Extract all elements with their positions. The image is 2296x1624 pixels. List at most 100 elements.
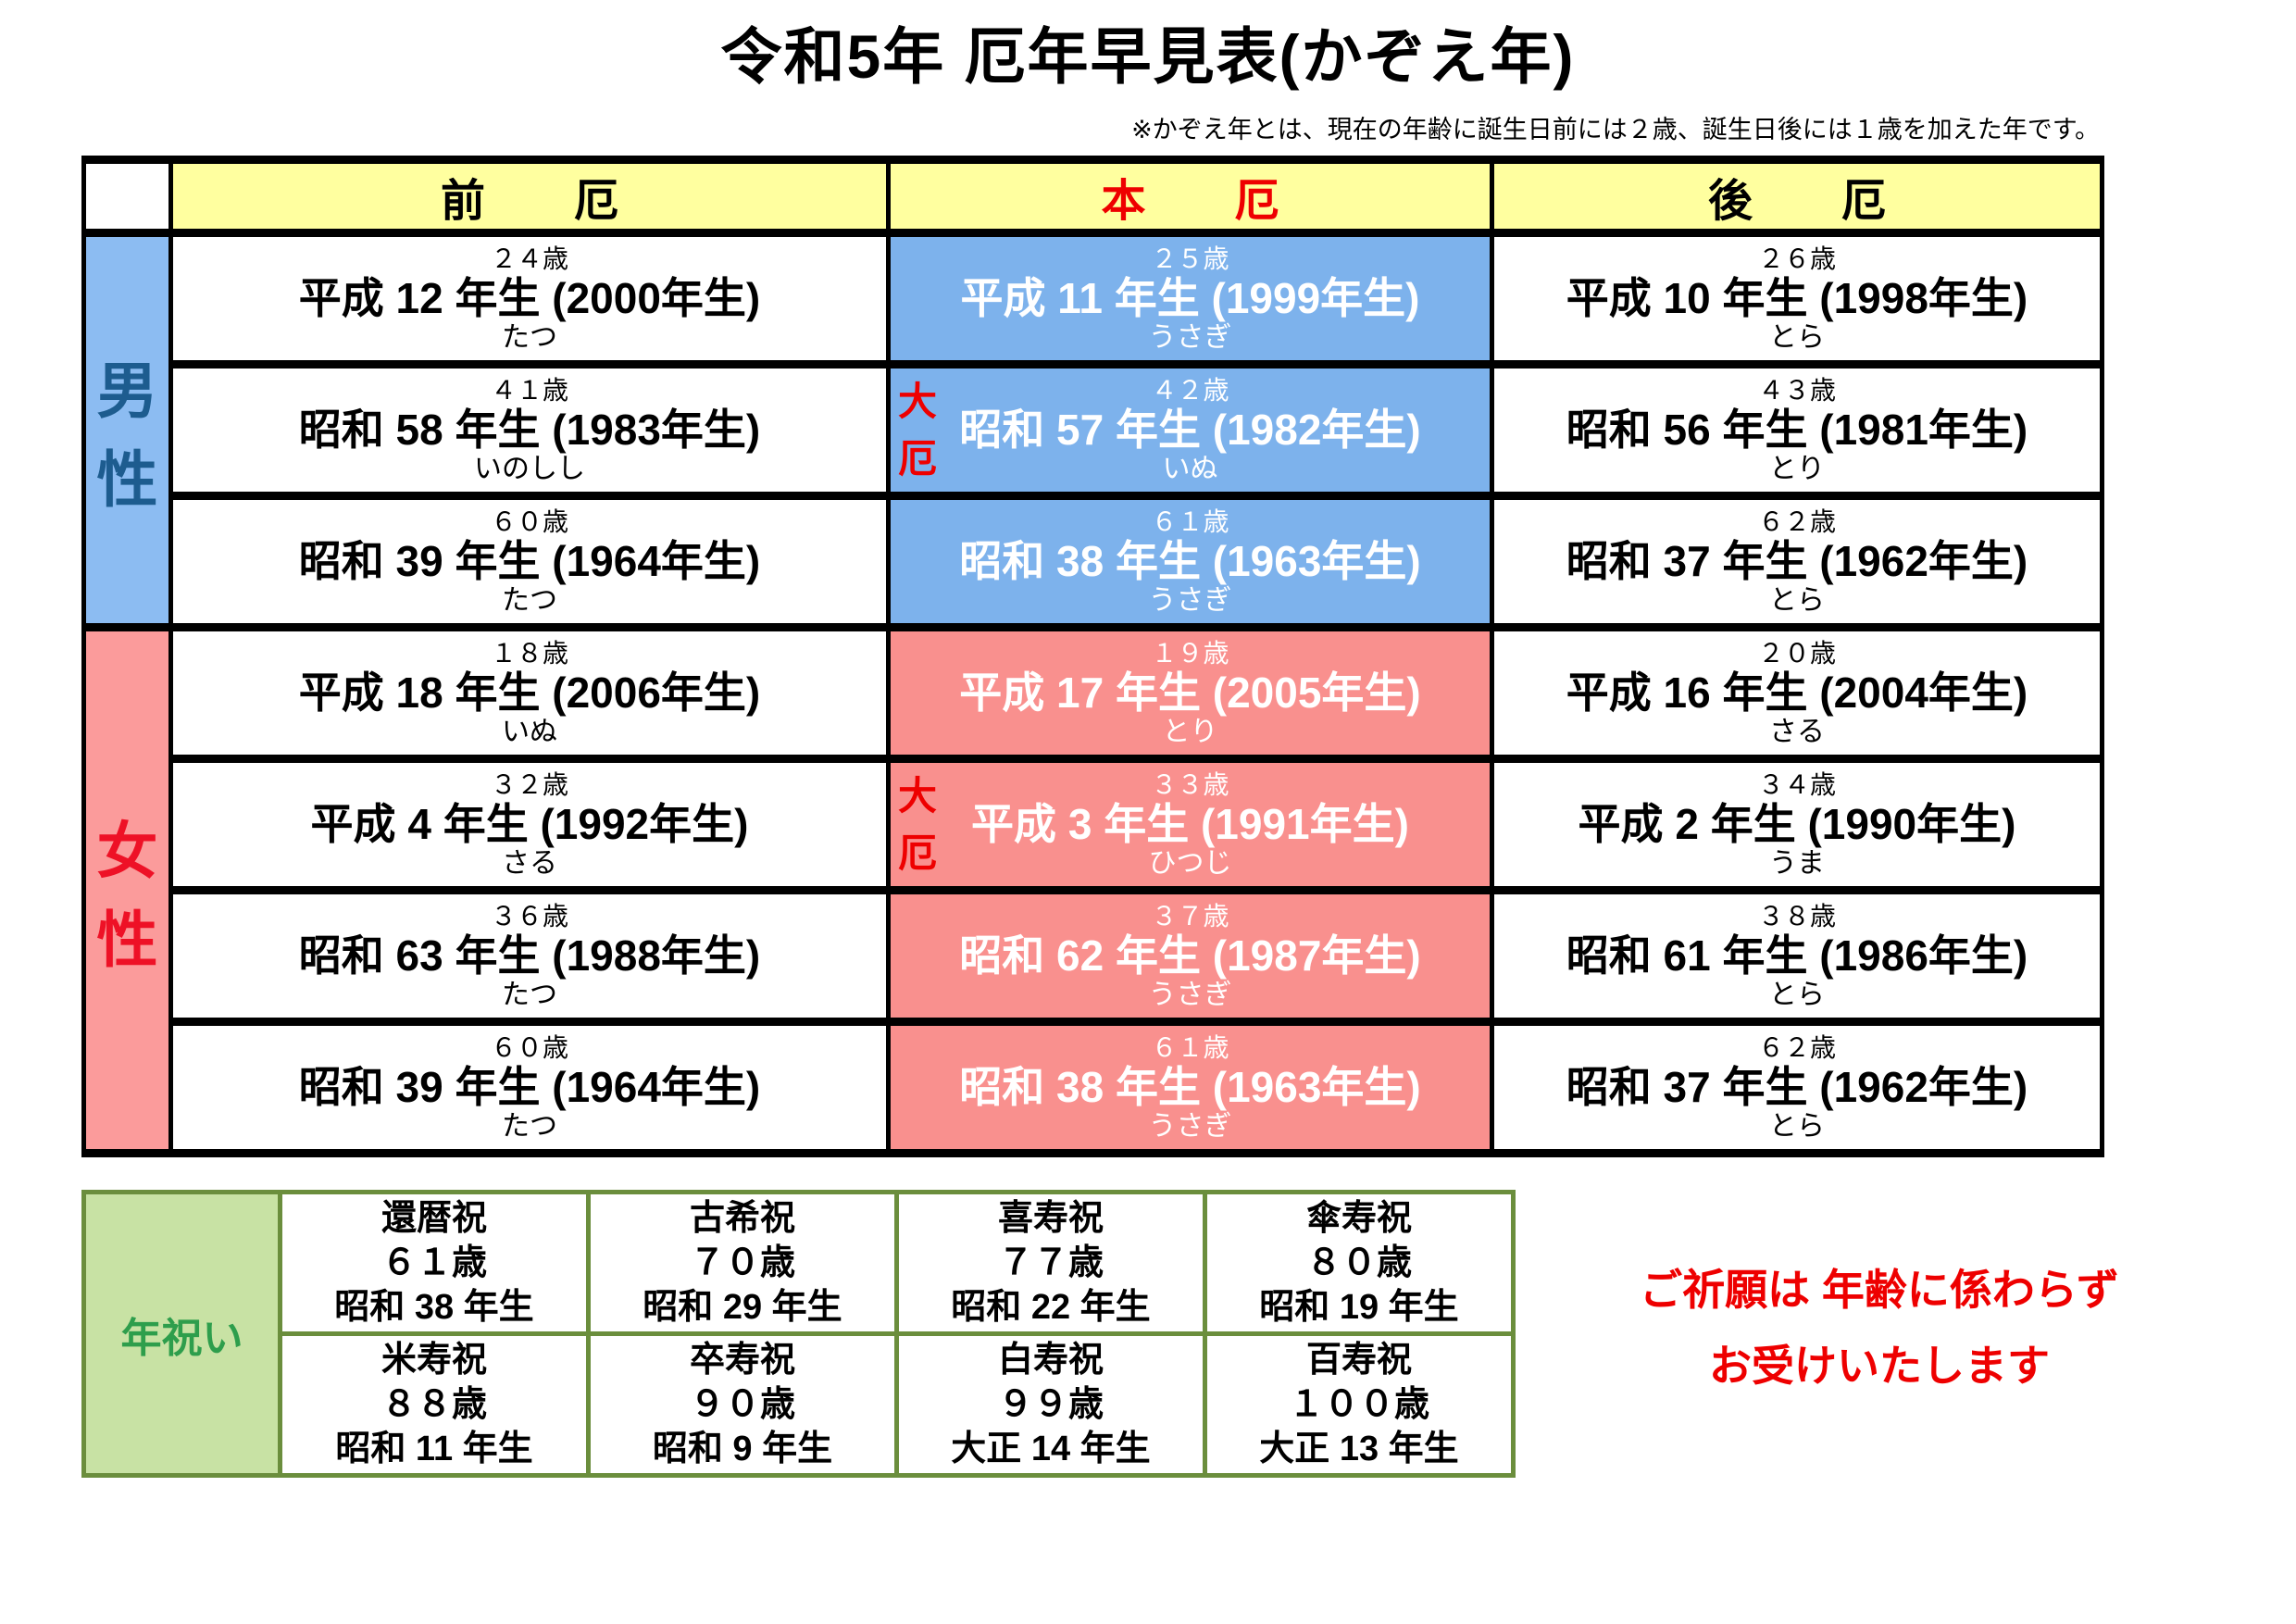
birth-year-label: 平成 11 年生 (1999年生) (960, 273, 1420, 322)
age-label: ２４歳 (490, 244, 568, 273)
yaku-cell-male3-ato: ６２歳 昭和 37 年生 (1962年生) とら (1490, 492, 2104, 631)
yaku-cell-male2-hon: 大厄 ４２歳 昭和 57 年生 (1982年生) いぬ (886, 360, 1494, 500)
birth-year-label: 昭和 63 年生 (1988年生) (298, 931, 761, 980)
celebration-cell-sanju: 傘寿祝 ８０歳 昭和 19 年生 (1203, 1190, 1516, 1336)
yaku-cell-female2-mae: ３２歳 平成 4 年生 (1992年生) さる (168, 755, 891, 894)
yaku-cell-male1-hon: ２５歳 平成 11 年生 (1999年生) うさぎ (886, 229, 1494, 369)
zodiac-label: うさぎ (1148, 584, 1232, 616)
birth-year-label: 平成 3 年生 (1991年生) (971, 799, 1409, 848)
table-row: ３２歳 平成 4 年生 (1992年生) さる 大厄 ３３歳 平成 3 年生 (… (84, 755, 2104, 894)
yaku-cell-female3-mae: ３６歳 昭和 63 年生 (1988年生) たつ (168, 886, 891, 1026)
yaku-cell-female1-ato: ２０歳 平成 16 年生 (2004年生) さる (1490, 623, 2104, 763)
celebration-name: 古希祝 (689, 1199, 795, 1238)
zodiac-label: うま (1769, 847, 1825, 879)
zodiac-label: とり (1162, 716, 1218, 747)
celebration-year: 昭和 11 年生 (335, 1430, 533, 1468)
birth-year-label: 平成 18 年生 (2006年生) (298, 668, 761, 717)
table-row: ６０歳 昭和 39 年生 (1964年生) たつ ６１歳 昭和 38 年生 (1… (84, 492, 2104, 631)
age-label: ４２歳 (1151, 375, 1229, 405)
zodiac-label: うさぎ (1148, 1110, 1232, 1142)
celebration-age: １００歳 (1288, 1385, 1429, 1424)
celebration-age: ９０歳 (689, 1385, 795, 1424)
zodiac-label: とら (1769, 584, 1825, 616)
age-label: ６２歳 (1757, 506, 1836, 536)
yaku-cell-male2-mae: ４１歳 昭和 58 年生 (1983年生) いのしし (168, 360, 891, 500)
zodiac-label: いぬ (1162, 453, 1218, 484)
table-row: ４１歳 昭和 58 年生 (1983年生) いのしし 大厄 ４２歳 昭和 57 … (84, 360, 2104, 500)
celebration-year: 昭和 29 年生 (643, 1288, 842, 1327)
celebration-cell-hyakuju: 百寿祝 １００歳 大正 13 年生 (1203, 1331, 1516, 1478)
celebration-name: 白寿祝 (997, 1341, 1104, 1380)
zodiac-label: たつ (502, 979, 557, 1010)
celebration-year: 昭和 22 年生 (951, 1288, 1151, 1327)
table-row: 男性 ２４歳 平成 12 年生 (2000年生) たつ ２５歳 平成 11 年生… (81, 229, 2104, 631)
yaku-cell-female4-ato: ６２歳 昭和 37 年生 (1962年生) とら (1490, 1018, 2104, 1157)
table-row: ３６歳 昭和 63 年生 (1988年生) たつ ３７歳 昭和 62 年生 (1… (84, 886, 2104, 1026)
celebration-name: 卒寿祝 (689, 1341, 795, 1380)
age-label: ３３歳 (1151, 769, 1229, 799)
age-label: ３６歳 (490, 901, 568, 931)
yaku-cell-female3-hon: ３７歳 昭和 62 年生 (1987年生) うさぎ (886, 886, 1494, 1026)
birth-year-label: 昭和 56 年生 (1981年生) (1566, 405, 2028, 454)
zodiac-label: いのしし (474, 453, 585, 484)
zodiac-label: ひつじ (1148, 847, 1232, 879)
zodiac-label: とら (1769, 979, 1825, 1010)
yaku-cell-female1-hon: １９歳 平成 17 年生 (2005年生) とり (886, 623, 1494, 763)
age-label: ３４歳 (1757, 769, 1836, 799)
yaku-cell-male3-mae: ６０歳 昭和 39 年生 (1964年生) たつ (168, 492, 891, 631)
zodiac-label: たつ (502, 584, 557, 616)
celebration-year: 大正 13 年生 (1259, 1430, 1459, 1468)
zodiac-label: とり (1769, 453, 1825, 484)
male-section-label: 男性 (81, 229, 173, 631)
kazoedoshi-note: ※かぞえ年とは、現在の年齢に誕生日前には２歳、誕生日後には１歳を加えた年です。 (1131, 116, 2100, 144)
celebration-year: 昭和 19 年生 (1259, 1288, 1459, 1327)
celebration-age: ７０歳 (689, 1243, 795, 1282)
col-header-maeyaku: 前 厄 (168, 156, 891, 237)
birth-year-label: 昭和 39 年生 (1964年生) (298, 1062, 761, 1111)
yaku-cell-male1-ato: ２６歳 平成 10 年生 (1998年生) とら (1490, 229, 2104, 369)
age-label: ６０歳 (490, 1032, 568, 1062)
header-row: 前 厄 本 厄 後 厄 (81, 156, 2104, 237)
yaku-cell-female2-hon: 大厄 ３３歳 平成 3 年生 (1991年生) ひつじ (886, 755, 1494, 894)
birth-year-label: 昭和 38 年生 (1963年生) (959, 1062, 1421, 1111)
age-label: ４１歳 (490, 375, 568, 405)
table-row: 米寿祝 ８８歳 昭和 11 年生 卒寿祝 ９０歳 昭和 9 年生 白寿祝 ９９歳… (84, 1331, 1516, 1478)
female-section-label: 女性 (81, 623, 173, 1157)
celebration-age: ９９歳 (997, 1385, 1104, 1424)
birth-year-label: 昭和 38 年生 (1963年生) (959, 536, 1421, 585)
zodiac-label: いぬ (502, 716, 557, 747)
celebration-cell-hakuju: 白寿祝 ９９歳 大正 14 年生 (894, 1331, 1207, 1478)
yaku-cell-female2-ato: ３４歳 平成 2 年生 (1990年生) うま (1490, 755, 2104, 894)
zodiac-label: たつ (502, 1110, 557, 1142)
toshi-iwai-label: 年祝い (81, 1190, 282, 1478)
zodiac-label: とら (1769, 1110, 1825, 1142)
age-label: １９歳 (1151, 638, 1229, 668)
celebration-name: 喜寿祝 (997, 1199, 1104, 1238)
age-label: ２０歳 (1757, 638, 1836, 668)
birth-year-label: 昭和 58 年生 (1983年生) (298, 405, 761, 454)
table-row: ６０歳 昭和 39 年生 (1964年生) たつ ６１歳 昭和 38 年生 (1… (84, 1018, 2104, 1157)
celebration-year: 昭和 9 年生 (652, 1430, 833, 1468)
yaku-cell-female4-mae: ６０歳 昭和 39 年生 (1964年生) たつ (168, 1018, 891, 1157)
age-label: ６０歳 (490, 506, 568, 536)
age-label: ６１歳 (1151, 506, 1229, 536)
celebration-age: ８８歳 (381, 1385, 487, 1424)
celebration-cell-kanreki: 還暦祝 ６１歳 昭和 38 年生 (278, 1190, 591, 1336)
zodiac-label: たつ (502, 321, 557, 353)
col-header-honyaku: 本 厄 (886, 156, 1494, 237)
zodiac-label: さる (502, 847, 557, 879)
zodiac-label: うさぎ (1148, 979, 1232, 1010)
yaku-cell-female4-hon: ６１歳 昭和 38 年生 (1963年生) うさぎ (886, 1018, 1494, 1157)
celebration-cell-kiju: 喜寿祝 ７７歳 昭和 22 年生 (894, 1190, 1207, 1336)
birth-year-label: 平成 2 年生 (1990年生) (1578, 799, 2016, 848)
birth-year-label: 昭和 37 年生 (1962年生) (1566, 1062, 2028, 1111)
yaku-cell-male1-mae: ２４歳 平成 12 年生 (2000年生) たつ (168, 229, 891, 369)
celebration-cell-sotsuju: 卒寿祝 ９０歳 昭和 9 年生 (586, 1331, 899, 1478)
table-row: 女性 １８歳 平成 18 年生 (2006年生) いぬ １９歳 平成 17 年生… (81, 623, 2104, 1157)
celebration-age: ８０歳 (1305, 1243, 1412, 1282)
celebration-year: 大正 14 年生 (951, 1430, 1151, 1468)
birth-year-label: 平成 17 年生 (2005年生) (959, 668, 1421, 717)
age-label: ２５歳 (1151, 244, 1229, 273)
celebration-name: 傘寿祝 (1305, 1199, 1412, 1238)
